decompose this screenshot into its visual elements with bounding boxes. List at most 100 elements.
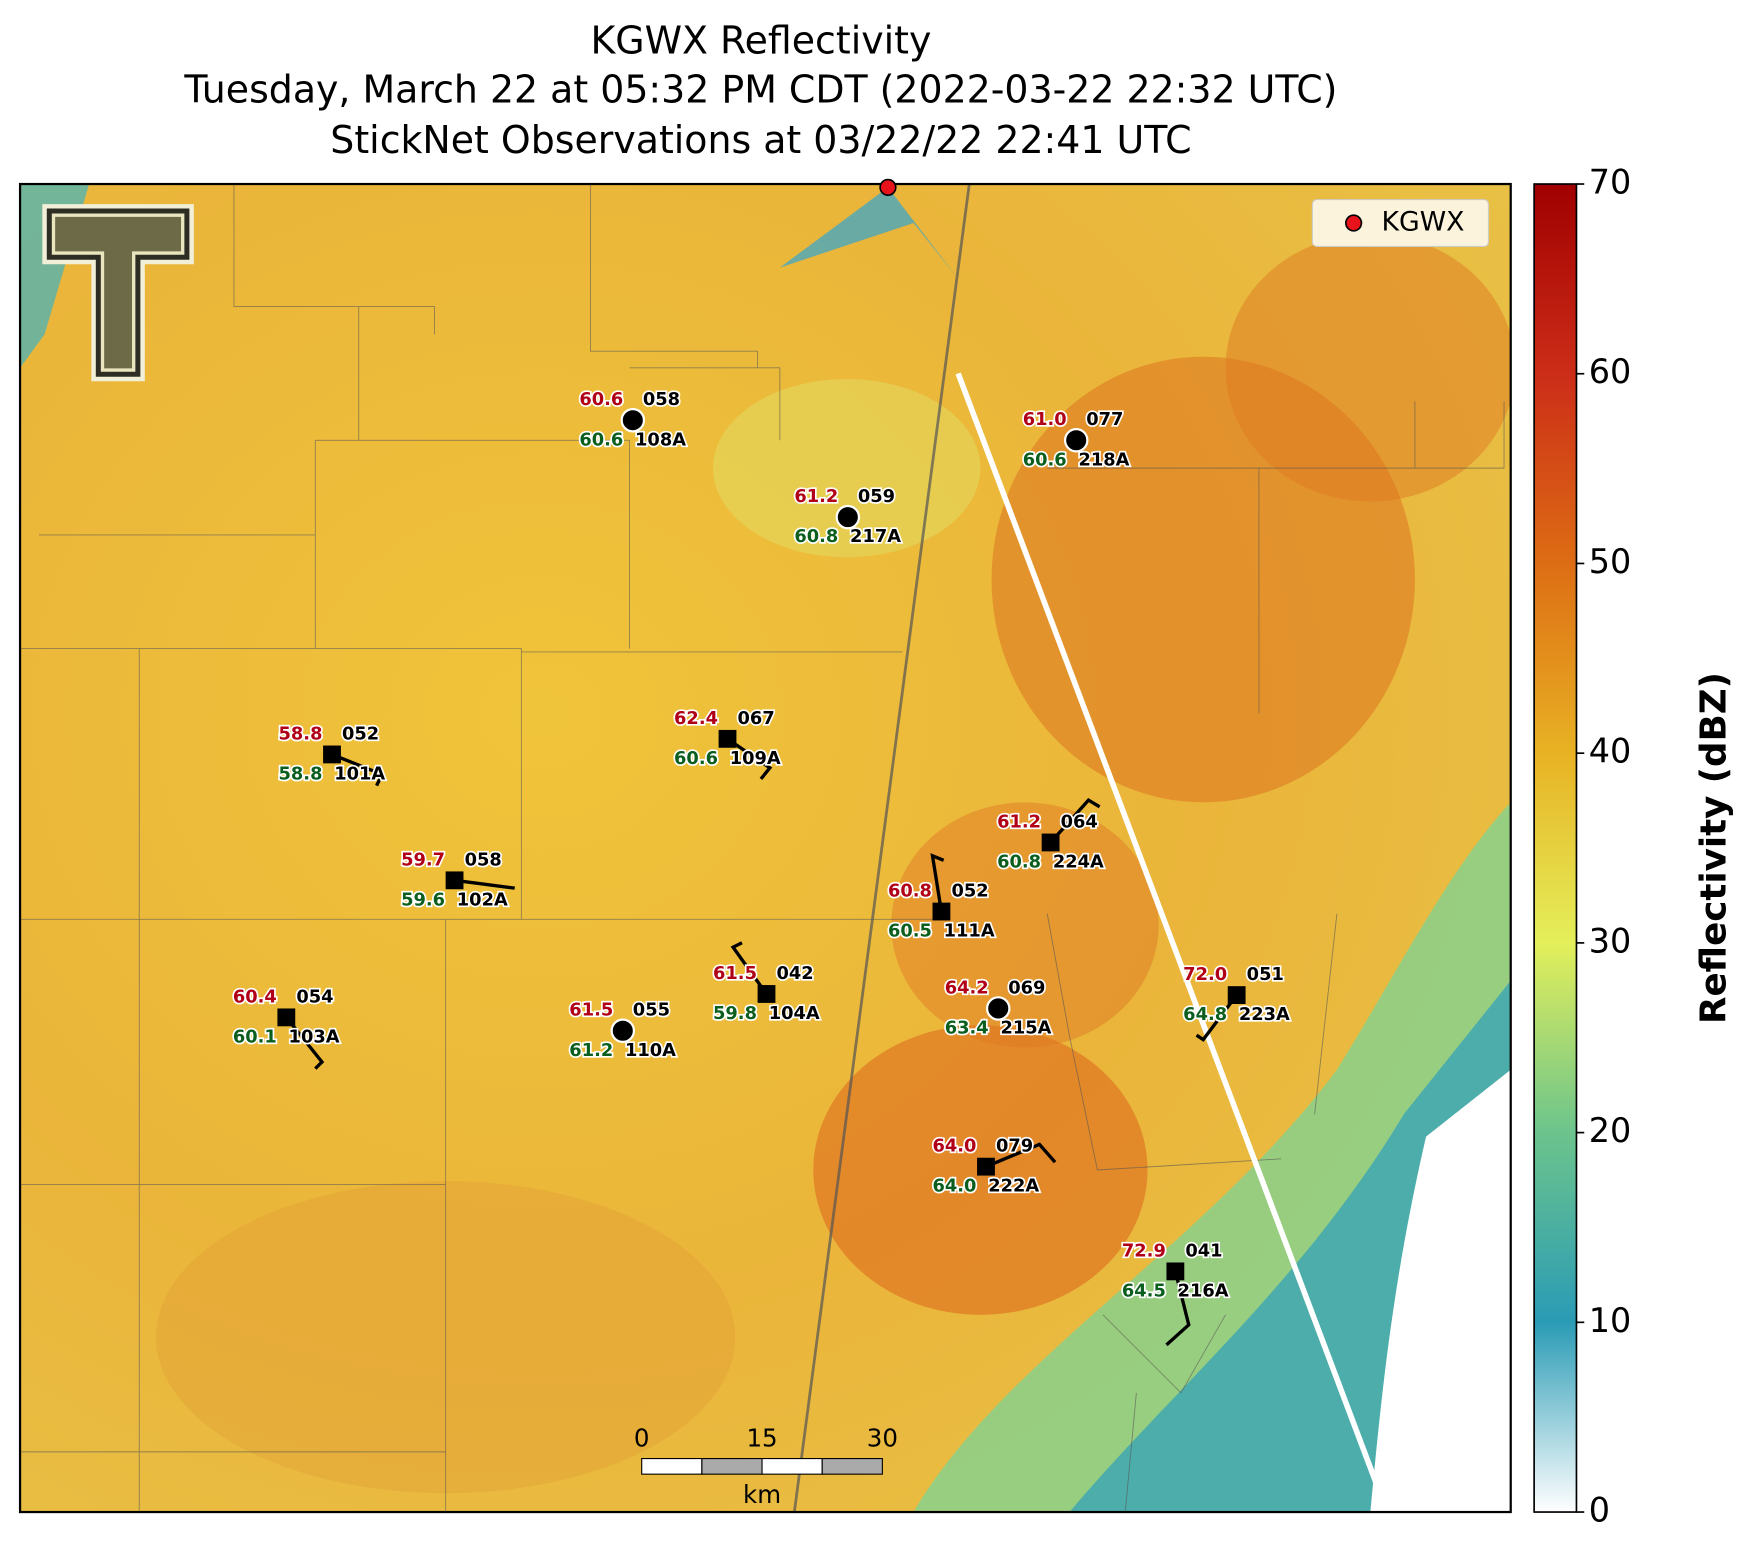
station-marker (445, 871, 464, 890)
map-frame (18, 182, 1512, 1514)
temperature: 72.0 (1183, 964, 1227, 985)
station-id: 218A (1078, 449, 1129, 470)
scale-tick-label: 30 (867, 1423, 898, 1452)
colorbar-tick-label: 70 (1589, 163, 1632, 202)
station-id: 101A (334, 764, 385, 785)
logo (42, 204, 194, 382)
dewpoint: 60.8 (997, 852, 1041, 873)
colorbar-tick-label: 30 (1589, 921, 1632, 960)
dewpoint: 63.4 (945, 1018, 989, 1039)
temperature: 60.6 (579, 389, 623, 410)
wind-barb (285, 1016, 325, 1070)
radar-field (20, 184, 1511, 1513)
station-marker (620, 407, 646, 433)
scale-bar: km 0 15 30 (634, 1423, 898, 1509)
station-marker (323, 745, 341, 764)
station-id: 110A (625, 1040, 676, 1061)
station-marker (757, 985, 776, 1003)
wind-barb (454, 878, 515, 890)
temperature: 60.8 (888, 880, 932, 901)
dewpoint: 60.6 (579, 429, 623, 450)
temperature: 64.0 (933, 1136, 977, 1157)
station-marker (277, 1008, 296, 1027)
station-code: 058 (643, 389, 680, 410)
dewpoint: 58.8 (279, 764, 323, 785)
wind-barb (726, 737, 773, 781)
station-code: 079 (996, 1136, 1033, 1157)
temperature: 60.4 (233, 986, 277, 1007)
scale-tick-label: 15 (746, 1423, 777, 1452)
station-code: 042 (777, 963, 814, 984)
subtitle: StickNet Observations at 03/22/22 22:41 … (330, 118, 1191, 162)
temperature: 61.5 (713, 963, 757, 984)
dewpoint: 64.0 (933, 1176, 977, 1197)
temperature: 58.8 (279, 723, 323, 744)
dewpoint: 60.1 (233, 1026, 277, 1047)
colorbar-tick-label: 40 (1589, 732, 1632, 771)
legend-label: KGWX (1381, 207, 1464, 238)
wind-barb (730, 941, 768, 995)
dewpoint: 61.2 (569, 1040, 613, 1061)
temperature: 62.4 (674, 708, 718, 729)
wind-barb (930, 853, 945, 912)
wind-barb (985, 1142, 1057, 1169)
station-code: 058 (465, 849, 502, 870)
colorbar-tick-label: 20 (1589, 1111, 1632, 1150)
station-id: 111A (944, 921, 995, 942)
temperature: 61.2 (794, 486, 838, 507)
scale-tick-label: 0 (634, 1423, 650, 1452)
colorbar-tick-label: 50 (1589, 542, 1632, 581)
station-code: 054 (296, 986, 333, 1007)
station-marker (985, 996, 1011, 1021)
station-marker (1041, 833, 1060, 852)
station-id: 224A (1053, 852, 1104, 873)
radar-site (879, 178, 897, 197)
station-code: 052 (951, 880, 988, 901)
stations: 60.6 058 60.6 108A 61.0 077 60.6 218A 61.2 059 60.… (231, 387, 1292, 1347)
wind-barb (1195, 994, 1238, 1042)
temperature: 64.2 (945, 977, 989, 998)
dewpoint: 64.8 (1183, 1004, 1227, 1025)
station-code: 052 (342, 723, 379, 744)
station-marker (1063, 428, 1089, 453)
station-code: 067 (738, 708, 775, 729)
colorbar-tick-label: 0 (1589, 1491, 1610, 1530)
station-id: 104A (769, 1003, 820, 1024)
station-id: 216A (1178, 1280, 1229, 1301)
legend-marker (1345, 214, 1363, 232)
wind-barb (1049, 797, 1101, 844)
dewpoint: 60.8 (794, 526, 838, 547)
temperature: 72.9 (1122, 1240, 1166, 1261)
colorbar: Reflectivity (dBZ) 0 10 20 30 40 50 60 70 (1533, 163, 1735, 1530)
station-marker (932, 902, 951, 921)
station-code: 064 (1061, 811, 1098, 832)
station-id: 102A (457, 889, 508, 910)
station-code: 055 (633, 1000, 670, 1021)
legend: KGWX (1311, 199, 1489, 247)
station-id: 222A (988, 1176, 1039, 1197)
colorbar-tick-label: 10 (1589, 1301, 1632, 1340)
station-code: 041 (1185, 1240, 1222, 1261)
temperature: 61.2 (997, 811, 1041, 832)
station-id: 223A (1239, 1004, 1290, 1025)
station-id: 108A (635, 429, 686, 450)
station-marker (835, 504, 861, 530)
station-code: 059 (858, 486, 895, 507)
station-marker (718, 729, 737, 748)
subtitle: Tuesday, March 22 at 05:32 PM CDT (2022-… (183, 68, 1337, 112)
station-id: 103A (289, 1026, 340, 1047)
colorbar-tick-label: 60 (1589, 352, 1632, 391)
dewpoint: 59.6 (401, 889, 445, 910)
temperature: 61.5 (569, 1000, 613, 1021)
scale-unit: km (743, 1480, 781, 1509)
dewpoint: 60.5 (888, 921, 932, 942)
station-id: 217A (850, 526, 901, 547)
station-marker (977, 1157, 995, 1176)
dewpoint: 60.6 (1023, 449, 1067, 470)
station-id: 215A (1000, 1018, 1051, 1039)
wind-barb (331, 752, 385, 787)
title-block: KGWX Reflectivity Tuesday, March 22 at 0… (183, 19, 1337, 162)
station-marker (1227, 986, 1246, 1005)
station-code: 077 (1086, 409, 1123, 430)
